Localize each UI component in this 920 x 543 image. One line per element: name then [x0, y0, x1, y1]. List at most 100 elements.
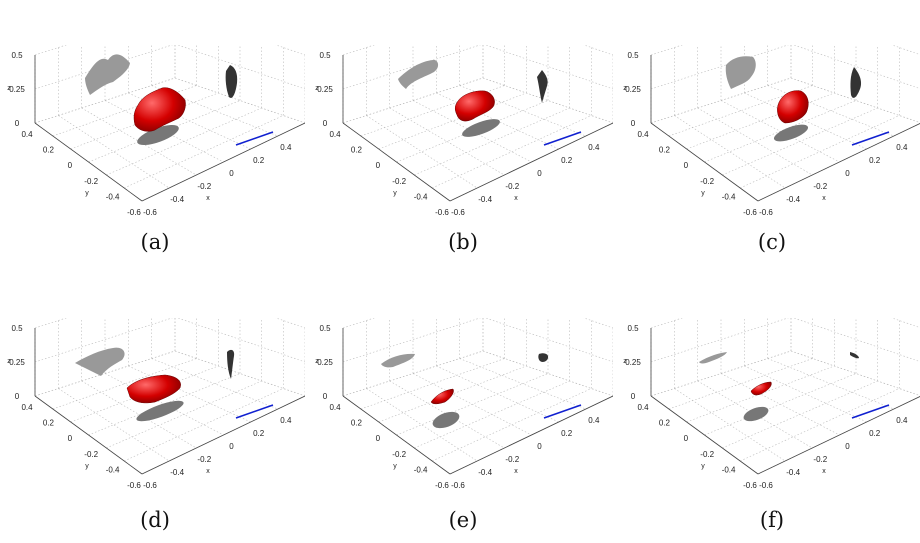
grid-line	[720, 373, 840, 436]
x-tick-label: -0.2	[197, 455, 211, 464]
y-axis-label: y	[701, 190, 705, 197]
x-tick-label: 0	[845, 169, 850, 178]
x-tick-label: -0.4	[478, 195, 492, 204]
panel-e: 0.5 0.25 0 z 0.4 0.2 0 -0.2 -0.4 -0.6 y -0.6 -0.4 -0.…	[313, 318, 613, 488]
grid-line	[650, 45, 789, 90]
scale-line	[543, 131, 582, 146]
grid-line	[432, 388, 592, 462]
isosurface	[133, 87, 186, 132]
grid-line	[459, 85, 586, 137]
grid-line	[151, 358, 278, 410]
y-tick-label: 0.2	[351, 419, 363, 428]
z-tick-label: 0.5	[627, 51, 639, 60]
caption-f: (f)	[759, 508, 785, 532]
x-axis-line	[141, 395, 305, 475]
x-tick-label: -0.4	[170, 195, 184, 204]
y-tick-label: 0.4	[21, 130, 33, 139]
y-tick-label: 0	[376, 161, 381, 170]
yz-projection	[381, 353, 415, 368]
z-tick-label: 0.25	[625, 85, 641, 94]
axis-lines	[342, 55, 613, 202]
grid-line	[767, 85, 894, 137]
y-tick-label: -0.4	[106, 192, 120, 201]
scale-line	[543, 404, 582, 419]
caption-c: (c)	[757, 230, 787, 254]
x-tick-label: 0	[537, 169, 542, 178]
x-tick-label: 0.4	[588, 416, 600, 425]
z-tick-label: 0.5	[319, 324, 331, 333]
x-tick-label: 0.4	[280, 416, 292, 425]
grid-line	[342, 77, 484, 124]
panel-b: 0.5 0.25 0 z 0.4 0.2 0 -0.2 -0.4 -0.6 y -0.6 -0.4 -0.…	[313, 45, 613, 215]
isosurface	[454, 90, 495, 122]
grid-line	[650, 318, 789, 363]
xy-shadow	[743, 406, 769, 422]
scale-line	[851, 131, 890, 146]
x-tick-label: 0.2	[253, 429, 265, 438]
x-tick-label: 0	[537, 442, 542, 451]
grid-line	[342, 350, 484, 397]
x-tick-label: -0.6	[143, 481, 157, 488]
grid-line	[697, 107, 813, 176]
grid-line	[34, 45, 68, 56]
yz-projection	[75, 347, 125, 376]
grid-line	[34, 350, 176, 397]
grid-line	[81, 380, 197, 449]
z-tick-label: 0	[631, 119, 636, 128]
z-tick-label: 0	[15, 119, 20, 128]
grid-line	[366, 388, 478, 462]
grid-line	[342, 318, 481, 363]
x-axis-line	[757, 123, 920, 202]
grid-line	[767, 358, 894, 410]
isosurface-plot-d: 0.5 0.25 0 z 0.4 0.2 0 -0.2 -0.4 -0.6 y -0.6 -0.4 -0.…	[7, 318, 305, 488]
y-tick-label: -0.2	[392, 450, 406, 459]
grid-lines	[34, 45, 305, 202]
isosurface	[126, 374, 181, 404]
grid-line	[720, 100, 840, 163]
y-tick-label: -0.4	[722, 465, 736, 474]
x-tick-label: 0.2	[869, 429, 881, 438]
grid-line	[342, 318, 376, 329]
z-tick-label: 0.25	[9, 85, 25, 94]
x-tick-label: -0.4	[786, 468, 800, 477]
grid-line	[389, 380, 505, 449]
xy-shadow	[432, 411, 460, 429]
isosurface	[750, 381, 772, 396]
x-tick-label: -0.6	[451, 481, 465, 488]
panel-f: 0.5 0.25 0 z 0.4 0.2 0 -0.2 -0.4 -0.6 y -0.6 -0.4 -0.…	[621, 318, 920, 488]
y-tick-label: 0.2	[659, 146, 671, 155]
scale-line	[235, 404, 274, 419]
y-axis-label: y	[393, 190, 397, 197]
z-tick-label: 0	[323, 392, 328, 401]
grid-line	[414, 107, 570, 176]
z-tick-label: 0	[323, 119, 328, 128]
z-tick-label: 0.25	[9, 358, 25, 367]
z-axis-label: z	[7, 358, 11, 365]
grid-line	[342, 45, 481, 90]
isosurface	[430, 388, 454, 405]
z-tick-label: 0	[15, 392, 20, 401]
grid-line	[34, 318, 68, 329]
x-tick-label: -0.4	[478, 468, 492, 477]
y-tick-label: -0.6	[127, 481, 141, 488]
x-tick-label: -0.2	[813, 455, 827, 464]
grid-lines	[342, 318, 613, 475]
x-tick-label: 0.2	[869, 156, 881, 165]
x-tick-label: -0.2	[505, 455, 519, 464]
isosurface-plot-e: 0.5 0.25 0 z 0.4 0.2 0 -0.2 -0.4 -0.6 y -0.6 -0.4 -0.…	[315, 318, 613, 488]
isosurface-plot-b: 0.5 0.25 0 z 0.4 0.2 0 -0.2 -0.4 -0.6 y -0.6 -0.4 -0.…	[315, 45, 613, 215]
yz-projection	[699, 352, 727, 364]
caption-d: (d)	[140, 508, 170, 532]
grid-line	[124, 388, 284, 462]
z-axis-label: z	[623, 85, 627, 92]
x-tick-label: 0.2	[561, 156, 573, 165]
panel-d: 0.5 0.25 0 z 0.4 0.2 0 -0.2 -0.4 -0.6 y -0.6 -0.4 -0.…	[5, 318, 305, 488]
y-tick-label: -0.4	[414, 192, 428, 201]
grid-line	[124, 115, 284, 189]
grid-line	[432, 115, 592, 189]
isosurface	[777, 90, 809, 124]
x-axis-line	[141, 122, 305, 202]
scale-line	[235, 131, 274, 146]
y-tick-label: 0.2	[659, 419, 671, 428]
grid-line	[412, 373, 532, 436]
